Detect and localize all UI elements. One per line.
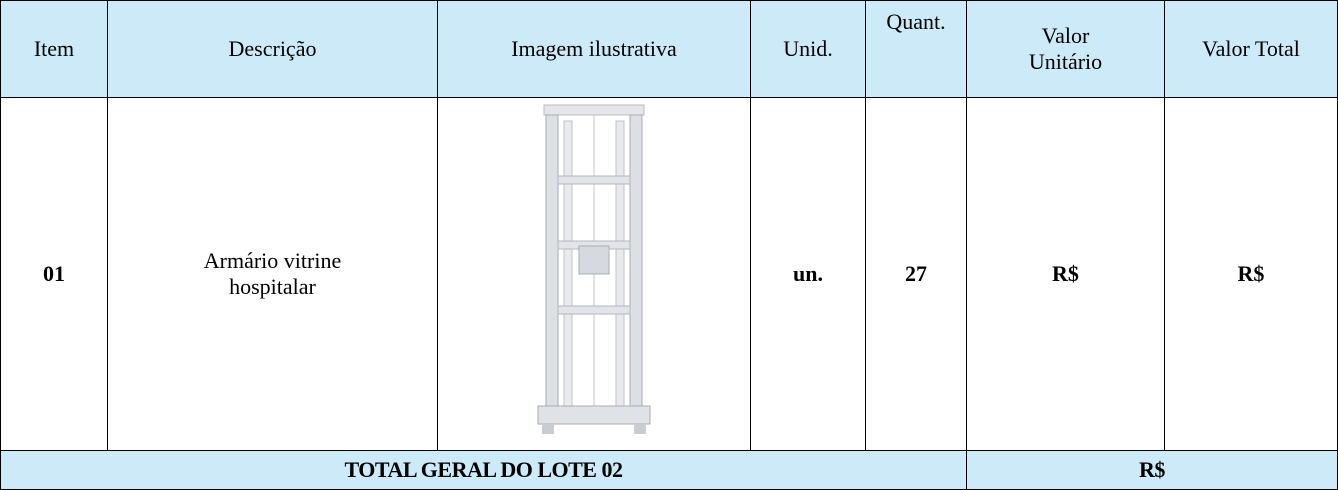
rack-post (615, 120, 625, 407)
total-value: R$ (966, 450, 1338, 490)
header-row: Item Descrição Imagem ilustrativa Unid. … (0, 0, 1338, 98)
header-cell: Descrição (107, 0, 438, 98)
rack-post (545, 114, 559, 416)
header-cell: Imagem ilustrativa (437, 0, 751, 98)
rack-bracket (578, 245, 610, 275)
total-price-cell: R$ (1164, 97, 1338, 451)
unit-cell: un. (750, 97, 866, 451)
unit-price-cell: R$ (966, 97, 1165, 451)
rack-foot (542, 424, 554, 434)
rack-base (537, 405, 651, 425)
image-cell (437, 97, 751, 451)
description-text: Armário vitrine hospitalar (203, 248, 342, 299)
rack-shelf (557, 305, 631, 315)
item-cell: 01 (0, 97, 108, 451)
header-text: Valor Unitário (1028, 23, 1103, 74)
total-row: TOTAL GERAL DO LOTE 02 R$ (0, 450, 1338, 490)
product-image (537, 104, 651, 434)
header-cell: Quant. (865, 0, 967, 98)
description-cell: Armário vitrine hospitalar (107, 97, 438, 451)
rack-top (543, 104, 645, 116)
item-row: 01 Armário vitrine hospitalar un. 27 R$ (0, 97, 1338, 451)
header-cell: Valor Unitário (966, 0, 1165, 98)
header-cell: Valor Total (1164, 0, 1338, 98)
rack-post (629, 114, 643, 416)
header-cell: Item (0, 0, 108, 98)
header-cell: Unid. (750, 0, 866, 98)
rack-post (563, 120, 573, 407)
total-label: TOTAL GERAL DO LOTE 02 (0, 450, 967, 490)
quantity-cell: 27 (865, 97, 967, 451)
rack-foot (634, 424, 646, 434)
rack-shelf (557, 175, 631, 185)
